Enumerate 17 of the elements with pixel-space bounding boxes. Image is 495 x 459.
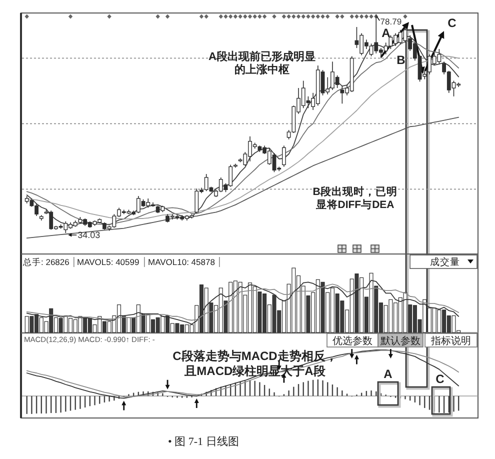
annotation: A: [384, 367, 393, 381]
annotation: 34.03: [78, 230, 100, 240]
annotation: 78.79: [380, 16, 402, 26]
text: 默认参数: [380, 335, 420, 347]
annotation: B段出现时，已明显将DIFF与DEA: [312, 185, 398, 211]
text: 总手: 26826: [22, 257, 70, 267]
text: 指标说明: [430, 335, 471, 347]
annotation: B: [396, 53, 406, 67]
text: 优选参数: [332, 335, 372, 347]
annotation: 成交量: [430, 256, 460, 268]
annotation: C: [448, 16, 457, 30]
text: MAVOL5: 40599: [77, 257, 140, 267]
text: MAVOL10: 45878: [148, 257, 216, 267]
annotation: C: [436, 372, 445, 386]
annotation: A: [382, 26, 391, 40]
annotation: A段出现前已形成明显的上涨中枢: [208, 50, 316, 76]
text: • 图 7-1 日线图: [168, 435, 239, 448]
